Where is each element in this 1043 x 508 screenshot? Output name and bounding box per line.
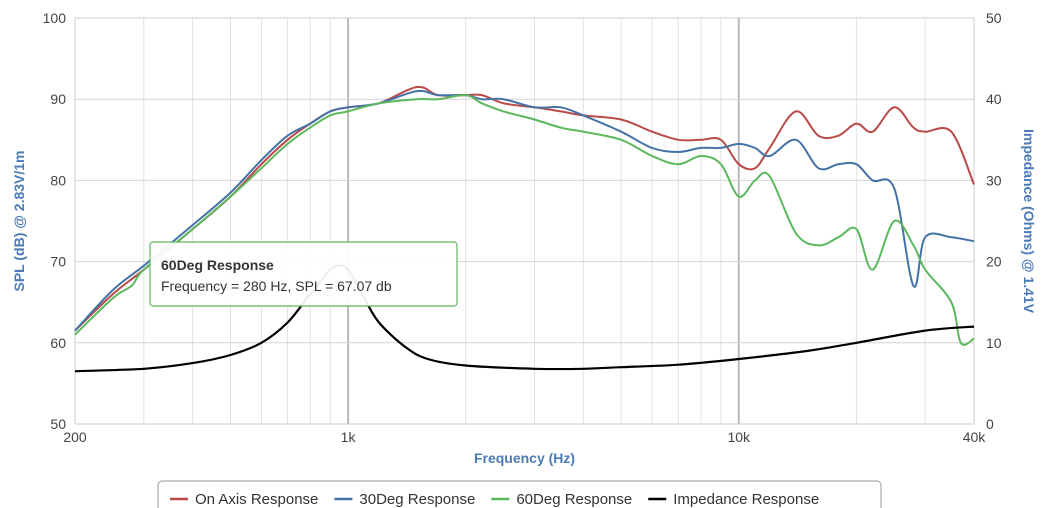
right-tick-label: 30 (986, 172, 1002, 188)
right-tick-label: 10 (986, 335, 1002, 351)
tooltip: 60Deg Response Frequency = 280 Hz, SPL =… (149, 241, 458, 307)
left-tick-label: 50 (50, 416, 66, 432)
legend-label: 60Deg Response (516, 491, 632, 508)
x-tick-label: 1k (341, 429, 357, 445)
x-tick-label: 10k (727, 429, 751, 445)
legend-label: 30Deg Response (359, 491, 475, 508)
legend-item-60deg-response[interactable]: 60Deg Response (491, 491, 632, 508)
legend-item-on-axis-response[interactable]: On Axis Response (170, 491, 318, 508)
right-tick-label: 40 (986, 91, 1002, 107)
tick-labels: 200 1k 10k 40k 50 60 70 80 90 100 0 10 20 30 40 50 (43, 10, 1002, 445)
left-tick-label: 100 (43, 10, 67, 26)
left-tick-label: 90 (50, 91, 66, 107)
grid (75, 17, 974, 425)
60deg-response-line (74, 94, 975, 346)
left-tick-label: 80 (50, 172, 66, 188)
legend-item-impedance-response[interactable]: Impedance Response (648, 491, 819, 508)
right-tick-label: 50 (986, 10, 1002, 26)
right-tick-label: 0 (986, 416, 994, 432)
tooltip-title: 60Deg Response (161, 257, 274, 273)
legend-box (157, 480, 882, 508)
legend-item-30deg-response[interactable]: 30Deg Response (334, 491, 475, 508)
x-tick-label: 40k (963, 429, 987, 445)
left-axis-title: SPL (dB) @ 2.83V/1m (11, 151, 27, 292)
tooltip-text: Frequency = 280 Hz, SPL = 67.07 db (161, 278, 392, 294)
plot-frame (74, 17, 975, 425)
30deg-response-line (74, 89, 975, 332)
x-tick-label: 200 (63, 429, 87, 445)
series-lines (74, 85, 975, 373)
tooltip-box (149, 241, 458, 307)
impedance-response-line (74, 264, 975, 373)
left-tick-label: 60 (50, 335, 66, 351)
legend-label: Impedance Response (673, 491, 819, 508)
left-tick-label: 70 (50, 254, 66, 270)
right-tick-label: 20 (986, 254, 1002, 270)
right-axis-title: Impedance (Ohms) @ 1.41V (1021, 129, 1037, 314)
legend-label: On Axis Response (195, 491, 318, 508)
legend[interactable]: On Axis Response 30Deg Response 60Deg Resp… (157, 480, 882, 508)
x-axis-title: Frequency (Hz) (474, 450, 575, 466)
